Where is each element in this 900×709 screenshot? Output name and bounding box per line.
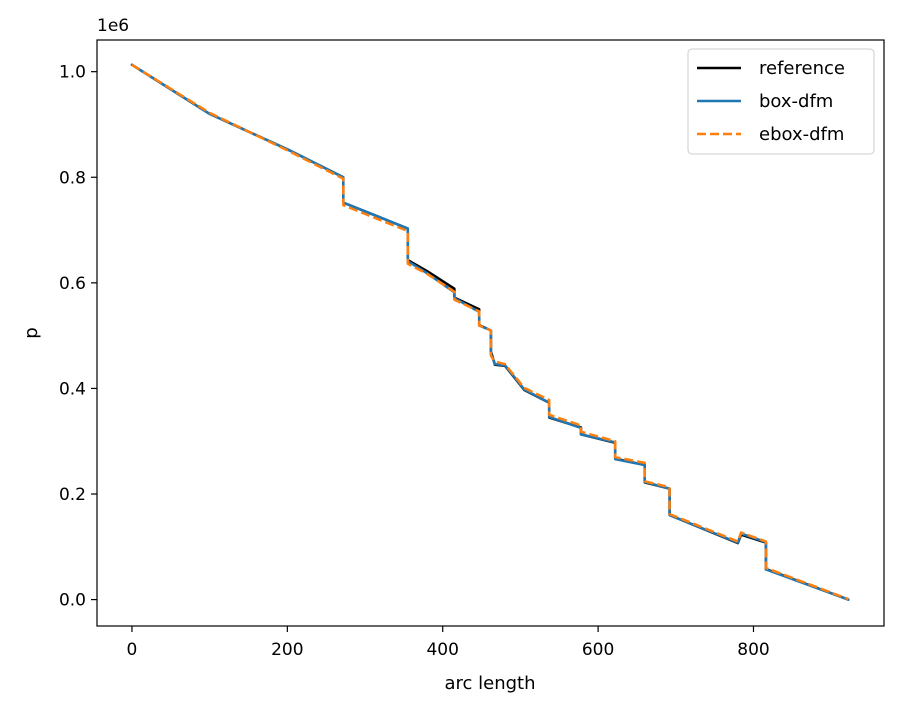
legend-label-box-dfm: box-dfm <box>759 91 833 112</box>
series-line-ebox-dfm <box>131 63 849 601</box>
y-tick-label: 0.0 <box>59 591 86 611</box>
x-tick-label: 200 <box>271 640 303 660</box>
y-axis-label: p <box>21 327 42 338</box>
y-tick-label: 1.0 <box>59 63 86 83</box>
y-tick-label: 0.4 <box>59 379 86 399</box>
legend-label-reference: reference <box>759 58 845 79</box>
y-offset-text: 1e6 <box>97 16 129 36</box>
x-tick-label: 400 <box>426 640 458 660</box>
legend-box <box>687 48 875 155</box>
x-tick-label: 600 <box>582 640 614 660</box>
y-axis: 0.0 0.2 0.4 0.6 0.8 1.0 <box>59 63 97 611</box>
x-axis-label: arc length <box>444 673 535 694</box>
x-tick-label: 800 <box>737 640 769 660</box>
plot-frame <box>96 39 885 627</box>
series-layer <box>130 63 850 601</box>
y-tick-label: 0.2 <box>59 485 86 505</box>
legend-label-ebox-dfm: ebox-dfm <box>759 124 844 145</box>
y-tick-label: 0.8 <box>59 168 86 188</box>
x-tick-label: 0 <box>127 640 138 660</box>
x-axis: 0 200 400 600 800 <box>127 626 770 660</box>
legend: reference box-dfm ebox-dfm <box>687 48 875 155</box>
y-tick-label: 0.6 <box>59 274 86 294</box>
